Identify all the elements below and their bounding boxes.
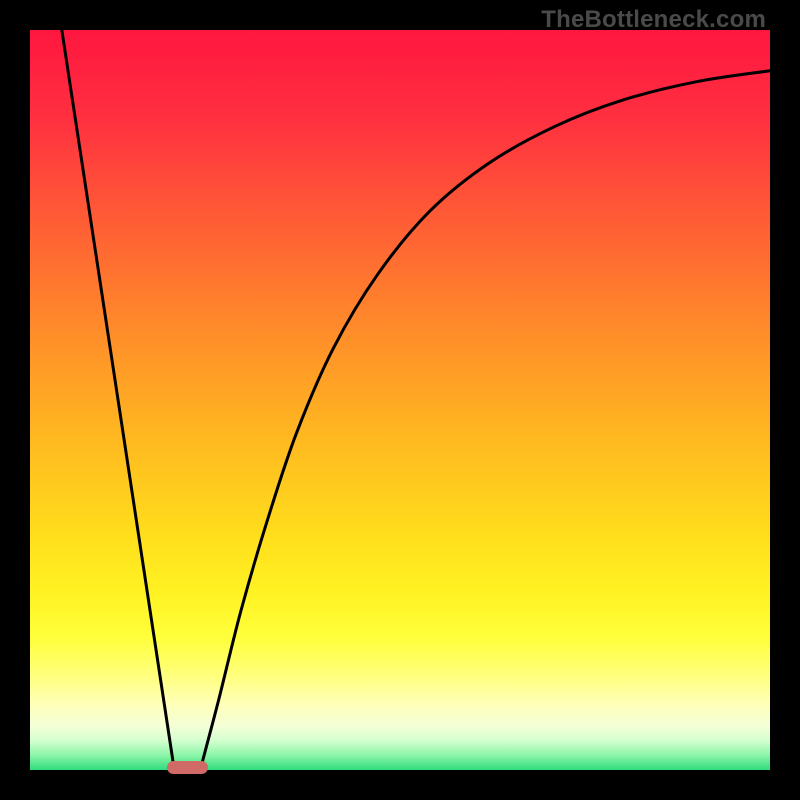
optimum-marker bbox=[167, 761, 208, 774]
left-branch bbox=[62, 30, 174, 770]
plot-area bbox=[30, 30, 770, 770]
outer-frame: TheBottleneck.com bbox=[0, 0, 800, 800]
watermark-text: TheBottleneck.com bbox=[541, 6, 766, 34]
bottleneck-curve bbox=[30, 30, 770, 770]
right-branch bbox=[200, 71, 770, 770]
